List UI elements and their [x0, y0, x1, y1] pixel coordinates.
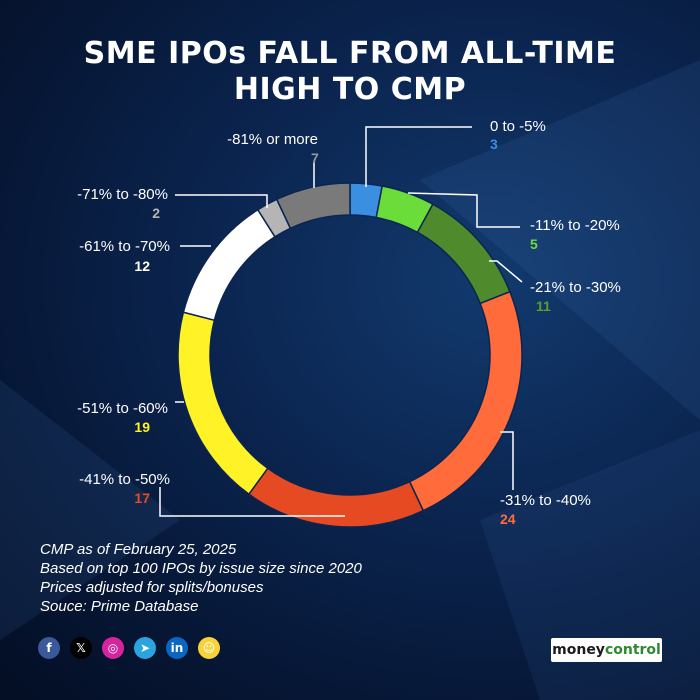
leader-line-3: [500, 431, 514, 490]
linkedin-icon[interactable]: in: [166, 637, 188, 659]
note-source: Souce: Prime Database: [40, 598, 199, 615]
slice-label-6: -61% to -70%: [79, 238, 170, 255]
social-icons: f 𝕏 ◎ ➤ in ☺: [38, 637, 220, 659]
x-icon[interactable]: 𝕏: [70, 637, 92, 659]
leader-line-1: [407, 192, 520, 228]
moneycontrol-logo: money control: [551, 638, 662, 662]
facebook-icon[interactable]: f: [38, 637, 60, 659]
snapchat-icon[interactable]: ☺: [198, 637, 220, 659]
leader-line-4: [159, 487, 345, 517]
slice-label-2: -21% to -30%: [530, 279, 621, 296]
slice-value-3: 24: [500, 511, 516, 527]
slice-label-1: -11% to -20%: [530, 217, 620, 234]
note-basis: Based on top 100 IPOs by issue size sinc…: [40, 560, 362, 577]
slice-value-8: 7: [311, 150, 319, 166]
leader-line-2: [489, 260, 523, 283]
slice-label-0: 0 to -5%: [490, 118, 546, 135]
leader-line-7: [175, 194, 268, 208]
slice-value-6: 12: [134, 258, 150, 274]
slice-value-5: 19: [134, 419, 150, 435]
slice-value-2: 11: [536, 298, 551, 314]
slice-value-0: 3: [490, 136, 498, 152]
slice-value-1: 5: [530, 236, 538, 252]
slice-label-8: -81% or more: [227, 131, 318, 148]
instagram-icon[interactable]: ◎: [102, 637, 124, 659]
footnotes: CMP as of February 25, 2025 Based on top…: [40, 540, 362, 616]
slice-label-7: -71% to -80%: [77, 186, 168, 203]
slice-value-4: 17: [134, 490, 150, 506]
slice-3: [408, 290, 523, 512]
slice-label-5: -51% to -60%: [77, 400, 168, 417]
slice-label-3: -31% to -40%: [500, 492, 591, 509]
telegram-icon[interactable]: ➤: [134, 637, 156, 659]
slice-label-4: -41% to -50%: [79, 471, 170, 488]
chart-title: SME IPOs FALL FROM ALL-TIME HIGH TO CMP: [0, 36, 700, 108]
title-line-2: HIGH TO CMP: [233, 72, 467, 107]
title-line-1: SME IPOs FALL FROM ALL-TIME: [83, 36, 617, 71]
slice-4: [247, 467, 425, 528]
slice-6: [182, 208, 277, 322]
slice-8: [275, 182, 351, 230]
leader-line-0: [365, 126, 472, 187]
slice-5: [177, 311, 269, 496]
note-cmp-date: CMP as of February 25, 2025: [40, 541, 237, 558]
note-adjustment: Prices adjusted for splits/bonuses: [40, 579, 264, 596]
slice-2: [416, 203, 511, 305]
slice-value-7: 2: [152, 205, 160, 221]
